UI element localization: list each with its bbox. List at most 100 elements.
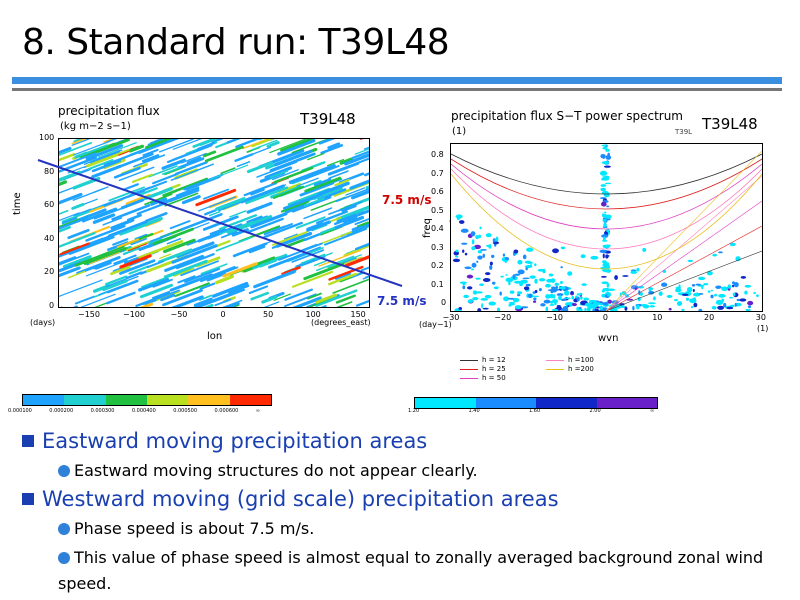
spectral-blob [471,246,476,251]
bullet-eastward-text: Eastward moving precipitation areas [42,429,428,453]
spectral-blob [721,286,728,292]
precip-streak [59,180,68,187]
precip-streak [251,146,272,156]
spectral-blob [462,285,466,290]
spectral-blob [723,302,727,308]
spectral-blob [710,289,714,292]
colorbar-swatch [536,398,597,408]
spectral-blob [747,300,754,306]
spectral-blob [691,283,696,287]
legend-swatch [460,369,478,370]
spectral-blob [579,292,583,296]
precip-streak [363,157,369,161]
spectral-blob [477,250,483,254]
precip-streak [158,139,194,153]
right-plot-title: precipitation flux S−T power spectrum [451,109,683,123]
precip-streak [160,293,176,302]
spectral-blob [580,296,583,300]
left-ylabel: time [12,192,23,215]
right-ytick: 0.1 [431,279,444,289]
slide-title: 8. Standard run: T39L48 [22,22,450,63]
right-small-tag: T39L [675,128,693,136]
colorbar-swatch [229,395,271,405]
spectral-blob [470,268,475,271]
precip-streak [234,153,254,162]
spectral-blob [605,261,608,266]
right-ytick: 0.6 [431,187,444,196]
spectral-blob [710,294,714,299]
precip-streak [292,296,322,307]
spectral-blob [642,247,647,252]
precip-streak [195,188,237,207]
left-tag: T39L48 [300,110,356,128]
left-plot-units: (kg m−2 s−1) [60,121,131,132]
spectral-blob [512,297,520,303]
precip-streak [203,303,214,307]
left-xtick: 100 [305,310,321,319]
spectral-blob [649,305,656,308]
spectral-blob [556,305,561,308]
spectral-blob [579,308,583,311]
precip-streak [59,170,81,182]
spectral-blob [540,303,546,307]
spectral-blob [681,308,685,311]
spectral-blob [690,305,694,309]
spectral-blob [529,264,533,267]
precip-streak [97,142,137,158]
left-hovmoller-plot [58,138,370,308]
precip-streak [172,139,202,150]
sub-bullet-wind-speed-text: This value of phase speed is almost equa… [58,548,764,593]
spectral-blob [599,249,607,253]
precip-streak [303,207,333,220]
right-xlabel: wvn [598,333,619,344]
precip-streak [335,294,356,304]
spectral-blob [571,295,575,300]
spectral-blob [455,249,459,253]
spectral-blob [599,305,603,311]
spectral-blob [508,304,512,307]
spectral-blob [488,301,496,306]
left-hovmoller-field [59,139,369,307]
spectral-blob [545,283,551,288]
kelvin-curve [605,250,762,311]
spectral-blob [596,306,600,309]
spectral-blob [676,301,683,307]
spectral-blob [555,285,558,289]
precip-streak [71,139,87,145]
spectral-blob [545,306,549,311]
precip-streak [80,293,116,307]
precip-streak [226,302,240,307]
spectral-blob [473,244,482,250]
spectral-blob [517,269,525,275]
spectral-blob [584,302,592,307]
right-colorbar-tick: 1.40 [468,408,480,414]
spectral-blob [624,306,628,311]
spectral-blob [551,308,559,311]
spectral-blob [695,283,702,286]
left-ytick: 60 [44,200,55,210]
spectral-blob [466,274,474,279]
precip-streak [122,183,139,191]
spectral-blob [600,275,607,278]
spectral-blob [711,306,717,310]
spectral-blob [513,249,519,254]
spectral-blob [524,260,532,264]
spectral-blob [477,308,482,311]
spectral-blob [484,294,492,299]
right-colorbar-tick: 2.00 [589,408,601,414]
precip-streak [97,151,121,161]
precip-streak [209,164,249,181]
left-xtick: −150 [78,310,100,319]
legend-label: h =200 [568,365,594,373]
left-colorbar-tick: 0.000400 [131,408,156,414]
legend-label: h = 25 [482,365,506,373]
spectral-blob [728,296,734,299]
left-ytick: 100 [39,133,55,142]
spectral-blob [576,293,580,296]
spectral-blob [717,305,725,310]
spectral-blob [560,266,563,269]
bullet-eastward: Eastward moving precipitation areas [22,429,427,453]
spectral-blob [567,305,570,307]
spectral-blob [491,254,495,259]
spectral-blob [601,177,610,181]
